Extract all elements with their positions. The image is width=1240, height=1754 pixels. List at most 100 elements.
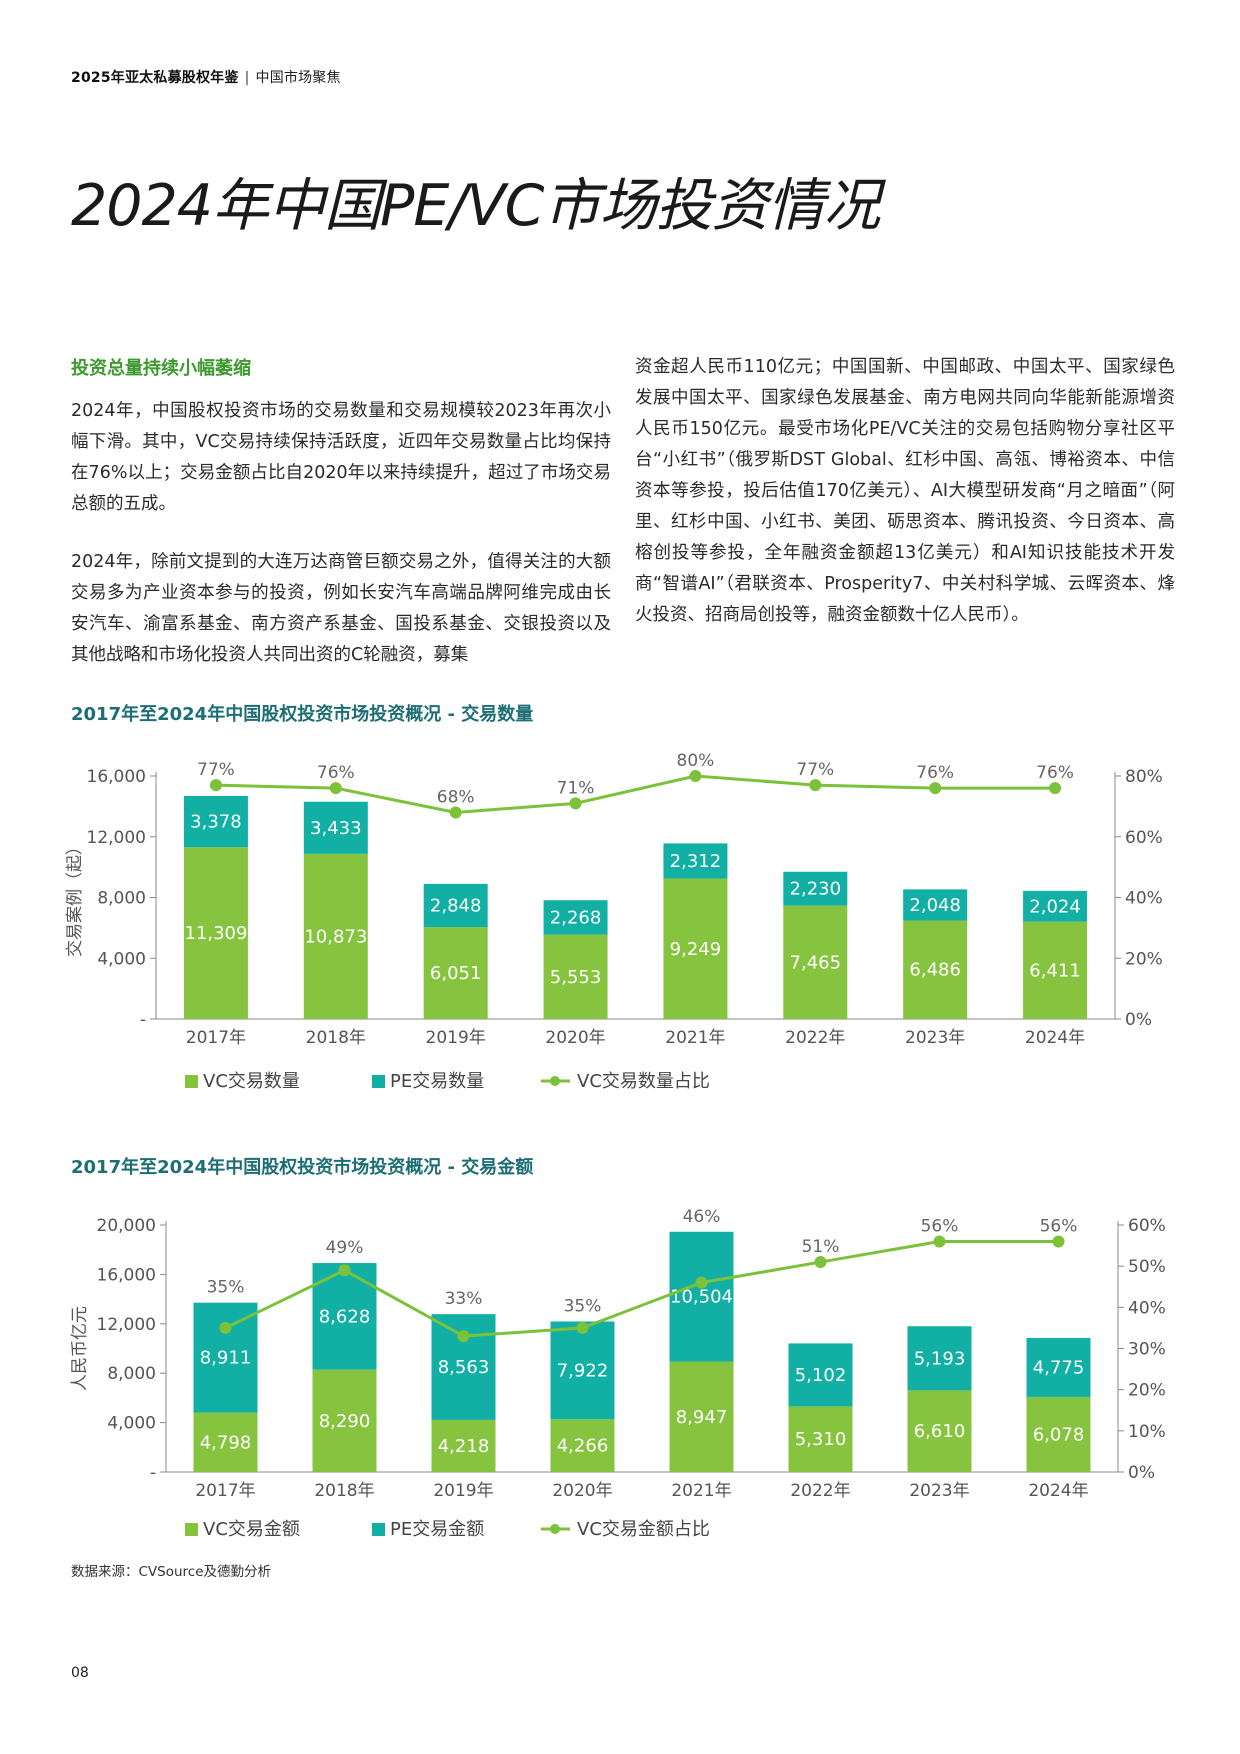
legend-label-share: VC交易数量占比 [577, 1071, 710, 1092]
vc-bar [903, 920, 968, 1019]
y-tick-label: 8,000 [97, 889, 146, 909]
pe-data-label: 2,024 [1029, 896, 1081, 917]
page-title: 2024年中国PE/VC市场投资情况 [71, 173, 880, 239]
y2-tick-label: 50% [1128, 1257, 1166, 1277]
y2-tick-label: 20% [1125, 949, 1163, 969]
vc-share-point [209, 779, 222, 792]
vc-data-label: 6,051 [430, 963, 482, 984]
x-tick-label: 2020年 [552, 1481, 612, 1501]
vc-share-label: 77% [197, 760, 235, 780]
vc-share-label: 77% [796, 760, 834, 780]
vc-share-label: 46% [683, 1207, 721, 1227]
right-column: 资金超人民币110亿元；中国国新、中国邮政、中国太平、国家绿色发展中国太平、国家… [635, 352, 1175, 658]
pe-data-label: 8,563 [438, 1357, 490, 1378]
chart-title-deal-value: 2017年至2024年中国股权投资市场投资概况 - 交易金额 [71, 1157, 534, 1178]
report-name: 2025年亚太私募股权年鉴 [71, 70, 239, 86]
vc-share-label: 33% [445, 1289, 483, 1309]
y-axis-title: 人民币亿元 [70, 1306, 90, 1391]
pe-data-label: 3,433 [310, 818, 362, 839]
y-axis-title: 交易案例（起） [65, 838, 85, 957]
deal-value-chart: - 4,000 8,000 12,000 16,000 20,000 0% 10% 20% 30%… [70, 1207, 1166, 1540]
pe-data-label: 5,193 [914, 1348, 966, 1369]
vc-share-point [695, 1276, 708, 1289]
vc-bar [183, 847, 248, 1019]
section-name: 中国市场聚焦 [255, 70, 341, 86]
y2-tick-label: 10% [1128, 1422, 1166, 1442]
vc-bar [312, 1369, 377, 1472]
vc-share-point [689, 770, 702, 782]
pe-bar [1026, 1337, 1091, 1397]
vc-share-point [929, 782, 942, 795]
deal-count-chart: - 4,000 8,000 12,000 16,000 0% 20% 40% 60% 80% 交易案… [65, 751, 1163, 1092]
pe-data-label: 5,102 [795, 1365, 847, 1386]
vc-data-label: 5,553 [550, 967, 602, 988]
vc-bar [543, 934, 608, 1019]
y-tick-label: 4,000 [97, 949, 146, 969]
y2-tick-label: 0% [1128, 1463, 1155, 1483]
x-tick-label: 2020年 [545, 1028, 605, 1048]
pe-bar [669, 1231, 734, 1362]
x-tick-label: 2023年 [905, 1028, 965, 1048]
page-number: 08 [71, 1665, 89, 1681]
x-tick-label: 2024年 [1025, 1028, 1085, 1048]
vc-share-point [569, 797, 582, 810]
pe-bar [550, 1321, 615, 1420]
y-tick-label: 16,000 [87, 767, 146, 787]
x-tick-label: 2018年 [314, 1481, 374, 1501]
vc-bar [423, 927, 488, 1019]
legend-marker-share [550, 1524, 560, 1534]
pe-bar [903, 889, 968, 921]
vc-data-label: 7,465 [790, 952, 842, 973]
legend-label-pe: PE交易数量 [390, 1071, 484, 1092]
vc-bar [1023, 921, 1088, 1019]
vc-data-label: 6,411 [1029, 960, 1081, 981]
y2-tick-label: 30% [1128, 1340, 1166, 1360]
legend-label-vc: VC交易数量 [203, 1071, 300, 1092]
legend-swatch-vc [185, 1075, 198, 1088]
vc-share-point [933, 1235, 946, 1248]
data-source-note: 数据来源：CVSource及德勤分析 [71, 1564, 272, 1580]
vc-bar [907, 1390, 972, 1472]
vc-bar [303, 853, 368, 1019]
vc-bar [663, 878, 728, 1019]
pe-data-label: 4,775 [1033, 1357, 1085, 1378]
x-tick-label: 2021年 [665, 1028, 725, 1048]
x-tick-label: 2019年 [426, 1028, 486, 1048]
pe-bar [423, 883, 488, 928]
y2-tick-label: 60% [1128, 1216, 1166, 1236]
paragraph: 资金超人民币110亿元；中国国新、中国邮政、中国太平、国家绿色发展中国太平、国家… [635, 357, 1175, 625]
y2-tick-label: 40% [1125, 889, 1163, 909]
legend-swatch-pe [372, 1075, 385, 1088]
vc-data-label: 6,078 [1033, 1424, 1085, 1445]
vc-share-label: 56% [1040, 1216, 1078, 1236]
legend-label-vc: VC交易金额 [203, 1519, 300, 1540]
vc-bar [550, 1419, 615, 1472]
y2-tick-label: 0% [1125, 1010, 1152, 1030]
vc-data-label: 10,873 [304, 926, 367, 947]
vc-share-point [219, 1321, 232, 1334]
vc-share-label: 35% [207, 1278, 245, 1298]
y2-tick-label: 20% [1128, 1381, 1166, 1401]
vc-data-label: 9,249 [670, 939, 722, 960]
pe-data-label: 3,378 [190, 812, 242, 833]
x-tick-label: 2022年 [785, 1028, 845, 1048]
pe-bar [1023, 890, 1088, 922]
x-tick-label: 2019年 [433, 1481, 493, 1501]
pe-data-label: 2,268 [550, 907, 602, 928]
vc-share-point [449, 806, 462, 819]
pe-bar [783, 871, 848, 906]
vc-share-label: 71% [557, 778, 595, 798]
vc-share-point [1052, 1235, 1065, 1248]
y2-tick-label: 60% [1125, 828, 1163, 848]
vc-share-label: 51% [802, 1237, 840, 1257]
report-header: 2025年亚太私募股权年鉴 | 中国市场聚焦 [71, 67, 341, 87]
vc-share-label: 68% [437, 787, 475, 807]
chart-title-deal-count: 2017年至2024年中国股权投资市场投资概况 - 交易数量 [71, 704, 534, 725]
vc-share-point [814, 1256, 827, 1269]
vc-bar [431, 1419, 496, 1472]
y-tick-label: 8,000 [107, 1364, 156, 1384]
y-tick-label: 12,000 [87, 828, 146, 848]
y-tick-label: 16,000 [97, 1265, 156, 1285]
y2-tick-label: 80% [1125, 767, 1163, 787]
left-column: 2024年，中国股权投资市场的交易数量和交易规模较2023年再次小幅下滑。其中，… [71, 396, 611, 698]
